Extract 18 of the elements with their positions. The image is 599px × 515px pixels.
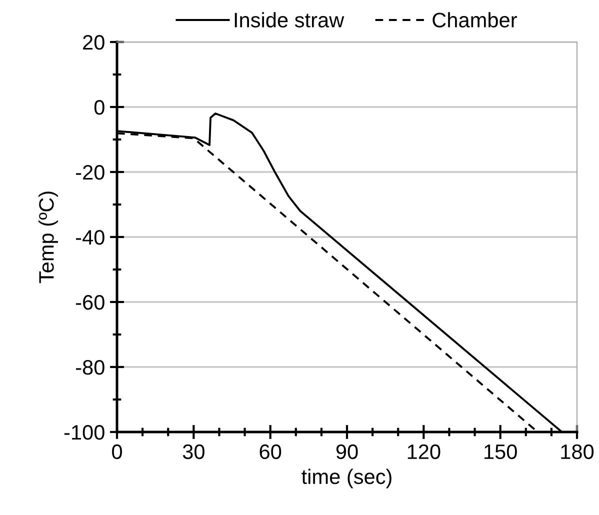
legend-label: Chamber <box>432 12 517 28</box>
x-tick-label: 30 <box>182 444 204 460</box>
y-tick-label: -40 <box>76 230 104 245</box>
y-tick-label: -100 <box>64 425 104 440</box>
y-axis-title: Temp (ºC) <box>38 192 58 284</box>
y-tick-label: -80 <box>76 360 104 375</box>
x-tick-label: 120 <box>408 444 440 460</box>
y-tick-label: 20 <box>83 35 104 50</box>
x-tick-label: 60 <box>260 444 282 460</box>
y-tick-label: -60 <box>76 295 104 310</box>
y-tick-label: -20 <box>76 165 104 180</box>
x-tick-label: 180 <box>561 444 594 460</box>
legend-label: Inside straw <box>234 12 344 28</box>
y-tick-label: 0 <box>94 100 104 115</box>
x-tick-label: 150 <box>484 444 517 460</box>
x-axis-title: time (sec) <box>302 468 392 488</box>
x-tick-label: 90 <box>336 444 358 460</box>
x-tick-label: 0 <box>112 444 122 460</box>
